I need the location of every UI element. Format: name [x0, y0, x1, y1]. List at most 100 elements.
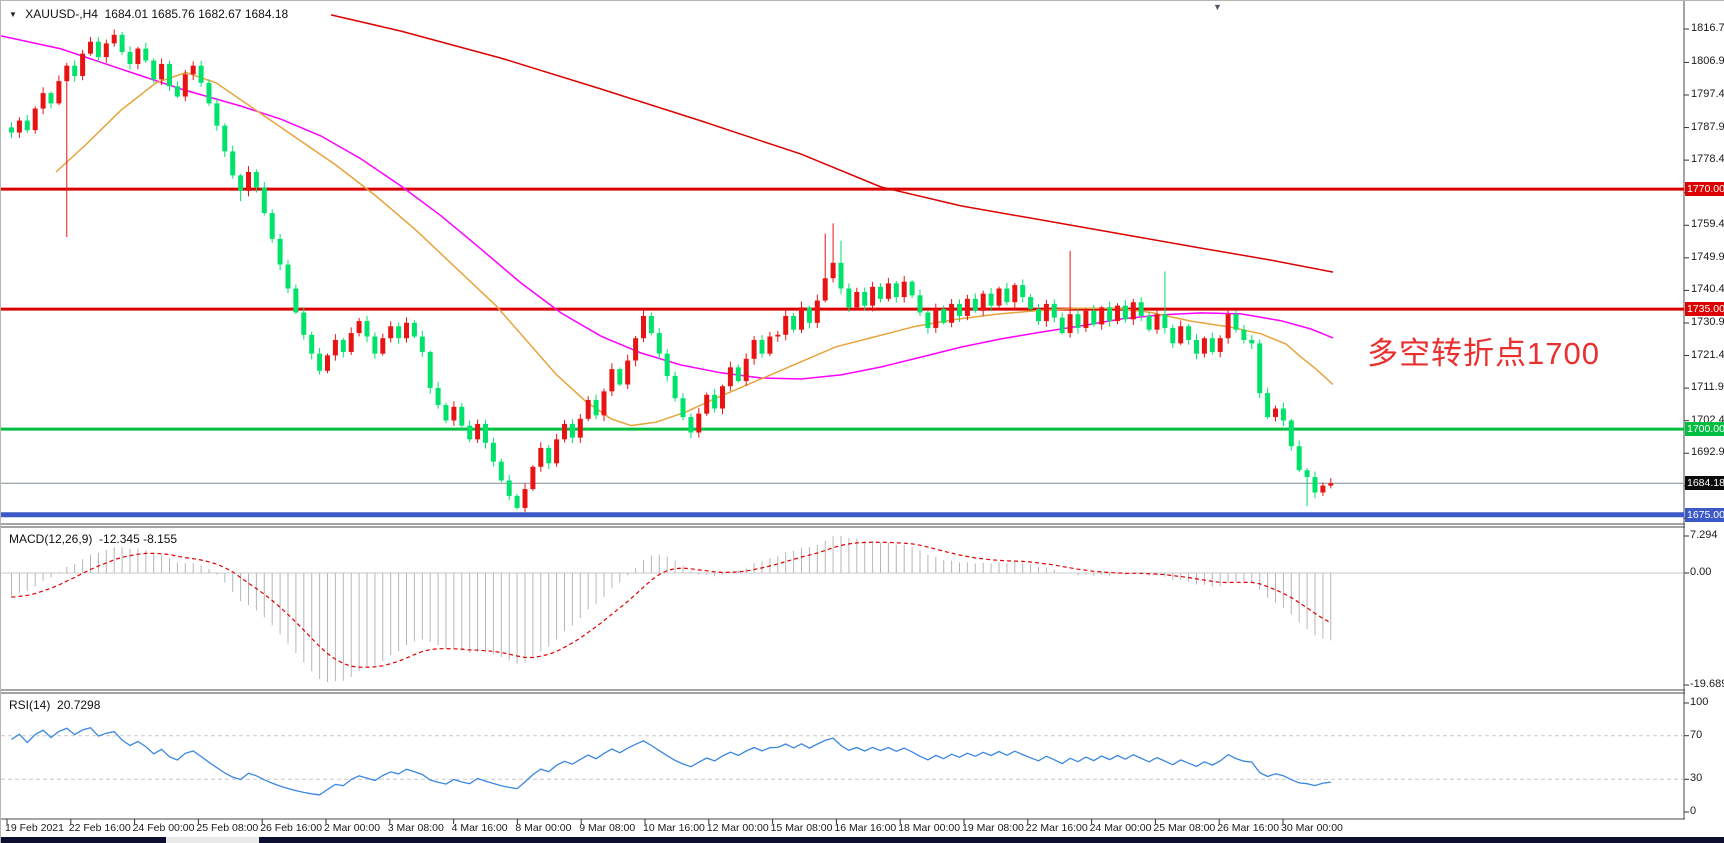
candle [949, 303, 955, 323]
candle [1257, 343, 1263, 394]
candle [151, 60, 157, 80]
candle [1122, 305, 1128, 320]
time-axis-label: 19 Feb 2021 [5, 822, 64, 834]
candle [688, 417, 694, 433]
candle [727, 367, 733, 387]
candle [546, 447, 552, 464]
candle [704, 394, 710, 414]
candle [1249, 339, 1255, 344]
time-axis-label: 24 Mar 00:00 [1089, 822, 1152, 834]
candle [885, 283, 891, 299]
candle [554, 439, 560, 464]
candle [1209, 338, 1215, 352]
candle [1020, 285, 1026, 298]
candle [356, 321, 362, 334]
ohlc-close: 1684.18 [244, 7, 289, 21]
candle [285, 264, 291, 289]
candle [127, 51, 133, 64]
candle [475, 423, 481, 440]
candle [933, 309, 939, 328]
time-axis-label: 24 Feb 00:00 [132, 822, 195, 834]
candle [459, 406, 465, 426]
price-tick-label: 1787.95 [1691, 120, 1724, 133]
time-axis-label: 15 Mar 08:00 [770, 822, 833, 834]
candle [633, 338, 639, 361]
candle [1099, 307, 1105, 325]
candle [388, 326, 394, 339]
candle [332, 339, 338, 356]
candle [1028, 297, 1034, 310]
candle [238, 175, 244, 191]
candle [791, 315, 797, 330]
price-badge: 1700.00 [1685, 422, 1724, 437]
candle [1091, 310, 1097, 325]
candle [1225, 314, 1231, 339]
candle [1051, 303, 1057, 318]
candle [135, 48, 141, 64]
horizontal-scrollbar[interactable] [1, 837, 1724, 843]
candle [806, 307, 812, 323]
candle [601, 391, 607, 416]
candle [56, 81, 62, 104]
candle [167, 63, 172, 87]
candle [506, 480, 512, 496]
price-tick-label: 1740.45 [1691, 283, 1724, 296]
candle [1004, 288, 1010, 303]
price-tick-label: 1759.45 [1691, 218, 1724, 231]
rsi-scale-label: 70 [1690, 728, 1703, 741]
candle [799, 307, 804, 330]
time-axis-label: 22 Feb 16:00 [68, 822, 131, 834]
candle [325, 355, 330, 371]
symbol-readout[interactable]: ▼ XAUUSD-,H4 1684.01 1685.76 1682.67 168… [9, 7, 288, 21]
chart-dropdown-icon[interactable]: ▼ [9, 10, 17, 19]
candle [159, 63, 165, 80]
candle [277, 238, 283, 265]
rsi-indicator-label: RSI(14) 20.7298 [9, 698, 101, 712]
price-tick-label: 1730.95 [1691, 315, 1724, 328]
candle [814, 300, 820, 323]
candle [372, 336, 378, 354]
horizontal-scrollbar-thumb[interactable] [166, 837, 259, 843]
symbol-name: XAUUSD-,H4 [25, 7, 98, 21]
rsi-scale-label: 100 [1690, 696, 1709, 708]
candle [1138, 302, 1144, 316]
candle [1186, 326, 1192, 340]
candle [1036, 309, 1041, 322]
price-badge: 1675.00 [1685, 507, 1724, 522]
price-tick-label: 1711.95 [1691, 381, 1724, 394]
candle [1217, 338, 1223, 352]
macd-scale-label: -19.689 [1690, 678, 1724, 690]
price-badge: 1770.00 [1685, 182, 1724, 197]
candle [577, 418, 583, 438]
candle [720, 386, 725, 409]
candle [822, 278, 828, 301]
candle [1059, 317, 1065, 334]
chart-shift-marker-icon[interactable]: ▼ [1213, 2, 1222, 12]
ma-slow-red [330, 14, 1334, 273]
candle [1273, 408, 1278, 418]
candle [348, 333, 354, 352]
time-axis-label: 19 Mar 08:00 [962, 822, 1024, 834]
candle [1043, 303, 1049, 322]
candle [1107, 307, 1113, 322]
candle [972, 298, 978, 311]
price-tick-label: 1797.45 [1691, 87, 1724, 100]
candle [664, 353, 670, 376]
time-axis-label: 18 Mar 00:00 [898, 822, 961, 834]
candle [767, 336, 773, 354]
time-axis-label: 30 Mar 00:00 [1281, 822, 1343, 834]
time-axis-label: 16 Mar 16:00 [834, 822, 897, 834]
candle [846, 288, 852, 308]
macd-signal-line [11, 541, 1332, 668]
candle [696, 413, 702, 433]
candle [16, 120, 22, 133]
price-tick-label: 1721.45 [1691, 348, 1724, 361]
rsi-scale-label: 30 [1690, 772, 1703, 785]
candle [427, 351, 433, 388]
candle [174, 86, 180, 97]
candle [917, 295, 923, 313]
candle [451, 406, 457, 421]
candle [656, 333, 662, 354]
time-axis-label: 4 Mar 16:00 [451, 822, 508, 834]
